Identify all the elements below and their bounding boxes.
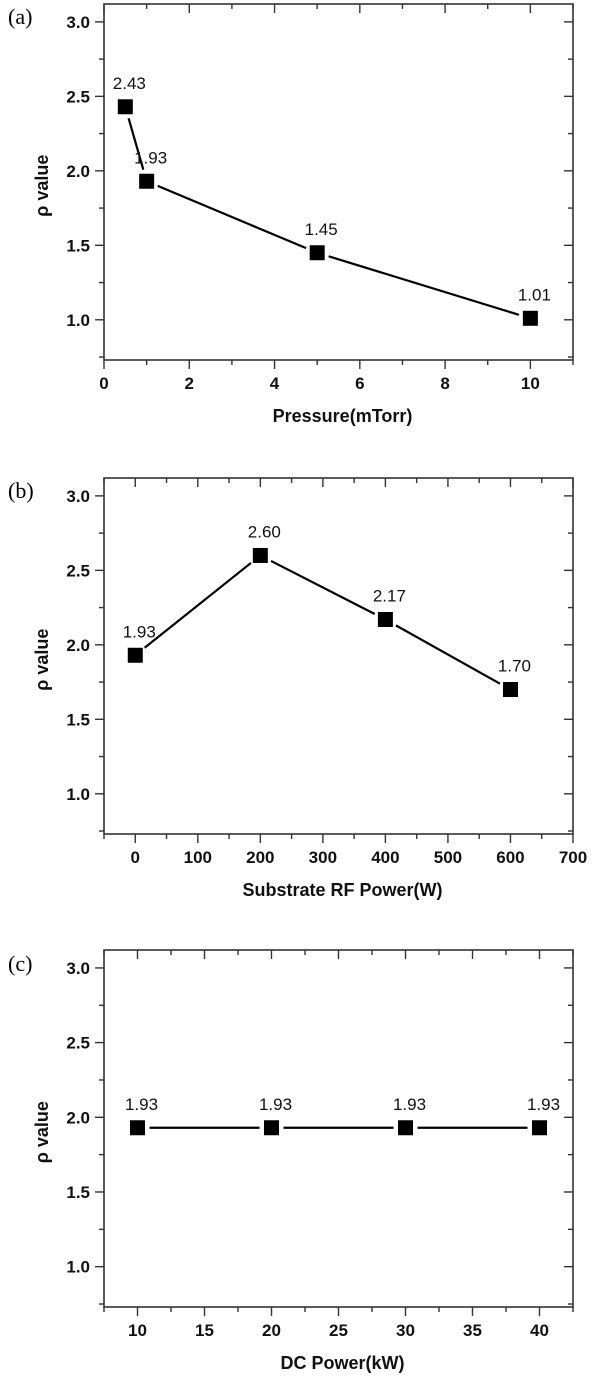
series-line-segment (395, 624, 501, 685)
data-point-marker (309, 245, 325, 261)
plot-frame (103, 3, 574, 361)
x-tick-label: 8 (440, 374, 449, 393)
x-tick-label: 35 (463, 1321, 482, 1340)
x-tick-label: 15 (195, 1321, 214, 1340)
y-tick-label: 1.0 (66, 1258, 90, 1277)
data-label: 1.93 (393, 1095, 426, 1114)
y-tick-label: 1.0 (66, 785, 90, 804)
x-tick-label: 10 (128, 1321, 147, 1340)
y-tick-label: 2.0 (66, 636, 90, 655)
y-tick-label: 2.0 (66, 1108, 90, 1127)
x-tick-label: 10 (521, 374, 540, 393)
x-tick-label: 700 (559, 848, 587, 867)
plot-frame (103, 477, 574, 835)
x-axis-title: Pressure(mTorr) (273, 406, 413, 426)
data-point-marker (522, 310, 538, 326)
data-point-marker (252, 547, 268, 563)
data-label: 1.93 (134, 148, 167, 167)
x-tick-label: 6 (355, 374, 364, 393)
x-tick-label: 4 (270, 374, 280, 393)
x-axis-title: DC Power(kW) (280, 1353, 404, 1373)
data-label: 2.43 (113, 74, 146, 93)
data-label: 1.70 (498, 657, 531, 676)
x-tick-label: 25 (329, 1321, 348, 1340)
x-tick-label: 200 (246, 848, 274, 867)
x-axis-title: Substrate RF Power(W) (242, 880, 442, 900)
x-tick-label: 30 (396, 1321, 415, 1340)
x-tick-label: 500 (434, 848, 462, 867)
y-tick-label: 1.0 (66, 311, 90, 330)
x-tick-label: 300 (309, 848, 337, 867)
x-tick-label: 600 (496, 848, 524, 867)
panel-label: (a) (8, 4, 32, 29)
data-point-marker (127, 647, 143, 663)
x-tick-label: 100 (184, 848, 212, 867)
data-label: 1.45 (305, 220, 338, 239)
data-point-marker (502, 682, 518, 698)
panel-c: (c) 1.0 1.5 2.0 2.5 3.0 10 15 20 25 30 35 40 DC Power… (8, 949, 574, 1373)
x-tick-label: 40 (530, 1321, 549, 1340)
panel-b: (b) 1.0 1.5 2.0 2.5 3.0 0 100 200 300 400 500 600 700… (8, 477, 587, 900)
data-point-marker (532, 1120, 547, 1136)
y-tick-label: 2.0 (66, 162, 90, 181)
data-point-marker (130, 1120, 145, 1136)
x-tick-label: 20 (262, 1321, 281, 1340)
data-point-marker (377, 612, 393, 628)
data-label: 1.93 (125, 1095, 158, 1114)
y-axis-title: ρ value (32, 1101, 52, 1163)
data-point-marker (264, 1120, 279, 1136)
series-line-segment (270, 559, 376, 616)
y-tick-label: 3.0 (66, 959, 90, 978)
series-line-segment (127, 118, 145, 171)
data-label: 2.60 (248, 522, 281, 541)
series-line-segment (328, 255, 520, 316)
series-line-segment (143, 562, 252, 649)
y-tick-label: 3.0 (66, 487, 90, 506)
y-tick-label: 2.5 (66, 561, 90, 580)
data-label: 1.01 (518, 285, 551, 304)
y-tick-label: 2.5 (66, 87, 90, 106)
data-point-marker (398, 1120, 413, 1136)
x-tick-label: 0 (99, 374, 108, 393)
x-tick-label: 400 (371, 848, 399, 867)
panel-label: (b) (8, 478, 34, 503)
y-tick-label: 1.5 (66, 236, 90, 255)
x-tick-label: 0 (131, 848, 140, 867)
data-point-marker (117, 99, 133, 115)
y-axis-title: ρ value (32, 155, 52, 217)
data-label: 1.93 (123, 622, 156, 641)
panel-a: (a) 1.0 1.5 2.0 2.5 3.0 0 2 4 6 8 10 Pressure(mTorr)… (8, 3, 574, 426)
data-label: 1.93 (527, 1095, 560, 1114)
y-tick-label: 2.5 (66, 1034, 90, 1053)
data-point-marker (139, 173, 155, 189)
series-line-segment (157, 184, 307, 250)
x-tick-label: 2 (185, 374, 194, 393)
y-tick-label: 1.5 (66, 710, 90, 729)
y-tick-label: 3.0 (66, 13, 90, 32)
y-axis-title: ρ value (32, 629, 52, 691)
panel-label: (c) (8, 951, 32, 976)
data-label: 1.93 (259, 1095, 292, 1114)
y-tick-label: 1.5 (66, 1183, 90, 1202)
data-label: 2.17 (373, 587, 406, 606)
